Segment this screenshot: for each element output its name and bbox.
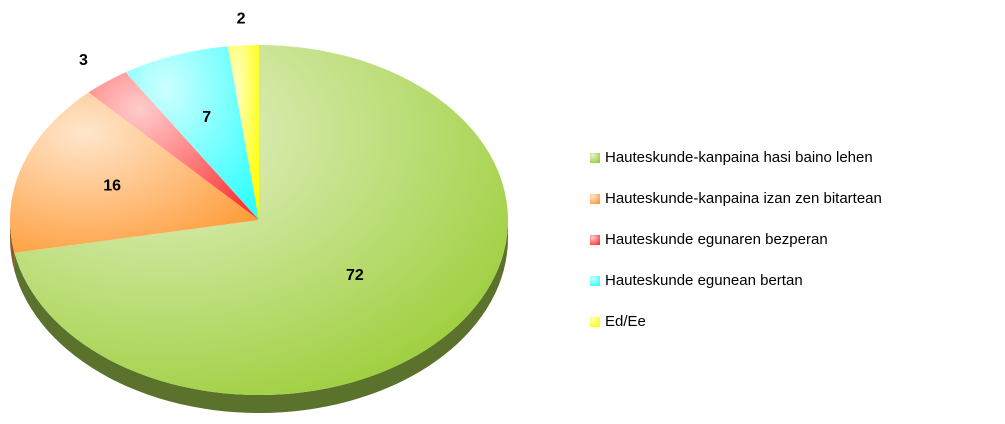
slice: [125, 46, 259, 220]
data-label: 16: [103, 178, 121, 195]
legend-swatch: [590, 317, 600, 327]
legend-label: Hauteskunde-kanpaina hasi baino lehen: [605, 149, 873, 166]
legend-label: Hauteskunde egunaren bezperan: [605, 231, 828, 248]
data-label: 7: [202, 109, 211, 126]
data-label: 72: [346, 267, 364, 284]
slice-side: [10, 220, 15, 271]
legend-swatch: [590, 235, 600, 245]
slice: [88, 72, 260, 220]
data-label: 3: [79, 52, 88, 69]
slice: [14, 45, 509, 395]
legend-swatch: [590, 153, 600, 163]
data-label: 2: [237, 10, 246, 27]
legend-swatch: [590, 276, 600, 286]
slice: [227, 45, 259, 220]
legend-label: Ed/Ee: [605, 313, 646, 330]
slice: [10, 92, 260, 253]
legend-swatch: [590, 194, 600, 204]
legend-label: Hauteskunde egunean bertan: [605, 272, 803, 289]
legend-label: Hauteskunde-kanpaina izan zen bitartean: [605, 190, 882, 207]
